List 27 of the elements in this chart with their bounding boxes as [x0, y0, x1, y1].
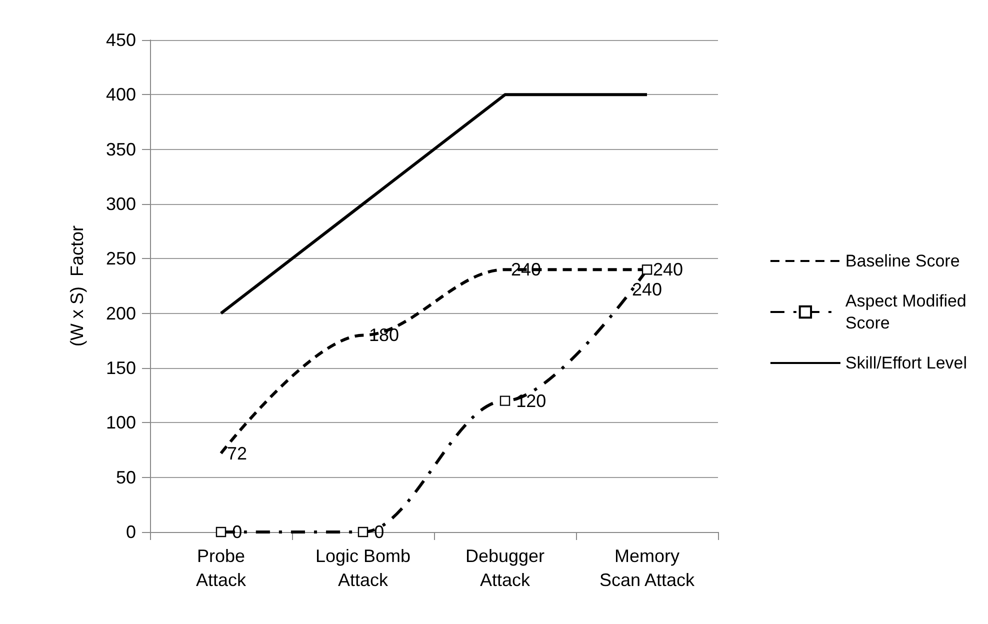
y-tick-label: 50 [116, 467, 136, 488]
data-label: 240 [653, 260, 684, 280]
point [500, 396, 510, 406]
point [358, 526, 368, 538]
legend-label: Skill/Effort Level [845, 354, 968, 372]
data-label: 0 [374, 522, 384, 542]
data-label: 120 [516, 390, 546, 411]
x-tick-label: Probe Attack [196, 546, 248, 590]
data-label: 72 [227, 443, 248, 464]
point [216, 526, 226, 538]
y-tick-label: 100 [106, 412, 136, 433]
data-label: 240 [632, 280, 662, 300]
y-axis-title: (W x S) Factor [67, 225, 87, 346]
legend-label: Baseline Score [845, 252, 960, 270]
y-tick-label: 0 [126, 522, 136, 542]
y-tick-label: 450 [106, 30, 136, 50]
x-tick-label: Logic Bomb Attack [315, 546, 411, 590]
x-tick-label: Memory Scan Attack [599, 546, 696, 590]
y-tick-label: 300 [106, 194, 136, 214]
x-tick-label: Debugger Attack [465, 546, 545, 590]
y-tick-label: 250 [106, 248, 136, 269]
point [642, 264, 652, 275]
legend-label: Aspect Modified Score [845, 292, 966, 332]
y-tick-label: 200 [106, 303, 136, 324]
y-tick-label: 350 [106, 139, 136, 160]
y-tick-label: 400 [106, 84, 136, 105]
y-tick-label: 150 [106, 358, 136, 378]
